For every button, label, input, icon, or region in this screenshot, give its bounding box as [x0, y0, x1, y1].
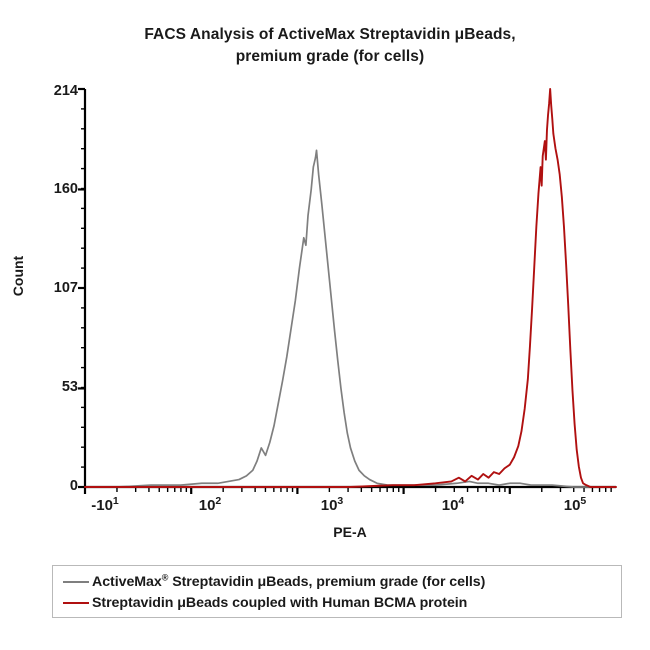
plot-area: Count 214 160 107 53 0 -101 102 103: [10, 83, 617, 540]
legend-item-activemax: ActiveMax® Streptavidin μBeads, premium …: [53, 571, 621, 592]
axis-lines: [83, 89, 616, 489]
x-tick-base-3: 10: [320, 497, 338, 514]
x-axis-major-ticks: [83, 487, 511, 494]
x-tick-base-1: -10: [91, 497, 113, 514]
x-tick-base-4: 10: [441, 497, 459, 514]
x-tick-label-5: 105: [540, 495, 610, 514]
legend-item-bcma: Streptavidin μBeads coupled with Human B…: [53, 592, 621, 613]
x-tick-exp-5: 5: [580, 495, 587, 507]
legend-label-activemax: ActiveMax® Streptavidin μBeads, premium …: [92, 571, 486, 590]
x-tick-exp-2: 2: [215, 495, 222, 507]
x-axis-label: PE-A: [333, 524, 367, 540]
legend-label-activemax-suffix: Streptavidin μBeads, premium grade (for …: [168, 573, 486, 590]
y-tick-label-53: 53: [61, 379, 78, 395]
x-tick-label-3: 103: [297, 495, 367, 514]
series-line-bcma-coupled: [84, 88, 617, 488]
x-tick-base-2: 10: [198, 497, 216, 514]
legend: ActiveMax® Streptavidin μBeads, premium …: [52, 565, 622, 618]
legend-label-activemax-prefix: ActiveMax: [92, 573, 162, 590]
y-tick-label-214: 214: [53, 83, 78, 99]
x-tick-exp-4: 4: [458, 495, 465, 507]
x-tick-base-5: 10: [563, 497, 581, 514]
y-tick-label-160: 160: [53, 181, 78, 197]
histogram-svg: [78, 87, 617, 494]
legend-color-swatch-gray: [63, 580, 89, 583]
y-axis-minor-ticks: [81, 88, 85, 488]
registered-trademark-icon: ®: [161, 571, 169, 582]
x-tick-label-1: -101: [70, 495, 140, 514]
series-line-activemax-streptavidin: [84, 149, 617, 488]
y-tick-label-107: 107: [53, 280, 78, 296]
legend-label-bcma-prefix: Streptavidin μBeads coupled with Human B…: [92, 594, 468, 611]
chart-title-line-2: premium grade (for cells): [235, 48, 425, 66]
y-tick-label-0: 0: [69, 478, 78, 494]
chart-title-line-1: FACS Analysis of ActiveMax Streptavidin …: [144, 26, 516, 43]
x-tick-label-2: 102: [175, 495, 245, 514]
x-tick-exp-3: 3: [337, 495, 344, 507]
legend-label-bcma: Streptavidin μBeads coupled with Human B…: [92, 595, 467, 611]
legend-color-swatch-red: [63, 601, 89, 604]
x-tick-label-4: 104: [418, 495, 488, 514]
chart-title: FACS Analysis of ActiveMax Streptavidin …: [60, 24, 600, 69]
x-tick-exp-1: 1: [112, 495, 119, 507]
